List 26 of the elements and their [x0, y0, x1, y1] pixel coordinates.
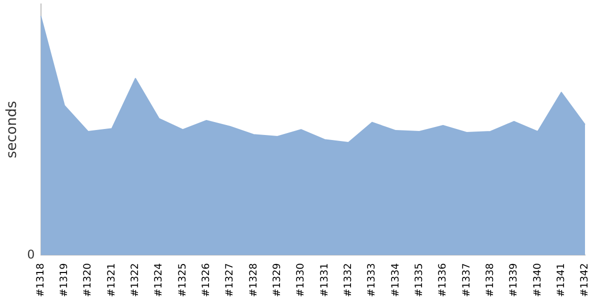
x-tick-label: #1328 — [248, 263, 260, 297]
x-tick-label: #1335 — [414, 263, 425, 297]
x-tick-label: #1334 — [390, 263, 402, 297]
x-tick-label: #1327 — [224, 263, 236, 297]
x-tick-label: #1325 — [177, 263, 188, 297]
y-axis-title: seconds — [4, 100, 20, 158]
x-tick-label: #1332 — [342, 263, 354, 297]
x-tick-label: #1321 — [106, 263, 118, 297]
text: 0 — [27, 247, 35, 262]
x-tick-label: #1320 — [82, 263, 94, 297]
x-tick-label: #1338 — [484, 263, 496, 297]
x-tick-label: #1329 — [272, 263, 283, 297]
x-tick-label: #1340 — [532, 263, 544, 297]
x-tick-label: #1337 — [461, 263, 472, 297]
x-tick-label: #1333 — [366, 263, 378, 297]
x-tick-label: #1341 — [556, 263, 567, 297]
x-tick-label: #1336 — [438, 263, 449, 297]
x-tick-label: #1318 — [35, 263, 46, 297]
x-tick-label: #1330 — [296, 263, 307, 297]
x-tick-label: #1322 — [130, 263, 142, 297]
x-tick-label: #1319 — [59, 263, 70, 297]
x-tick-label: #1326 — [201, 263, 212, 297]
x-tick-label: #1342 — [580, 263, 591, 297]
x-tick-label: #1331 — [319, 263, 330, 297]
x-tick-label: #1339 — [508, 263, 520, 297]
x-tick-label: #1324 — [154, 263, 165, 297]
